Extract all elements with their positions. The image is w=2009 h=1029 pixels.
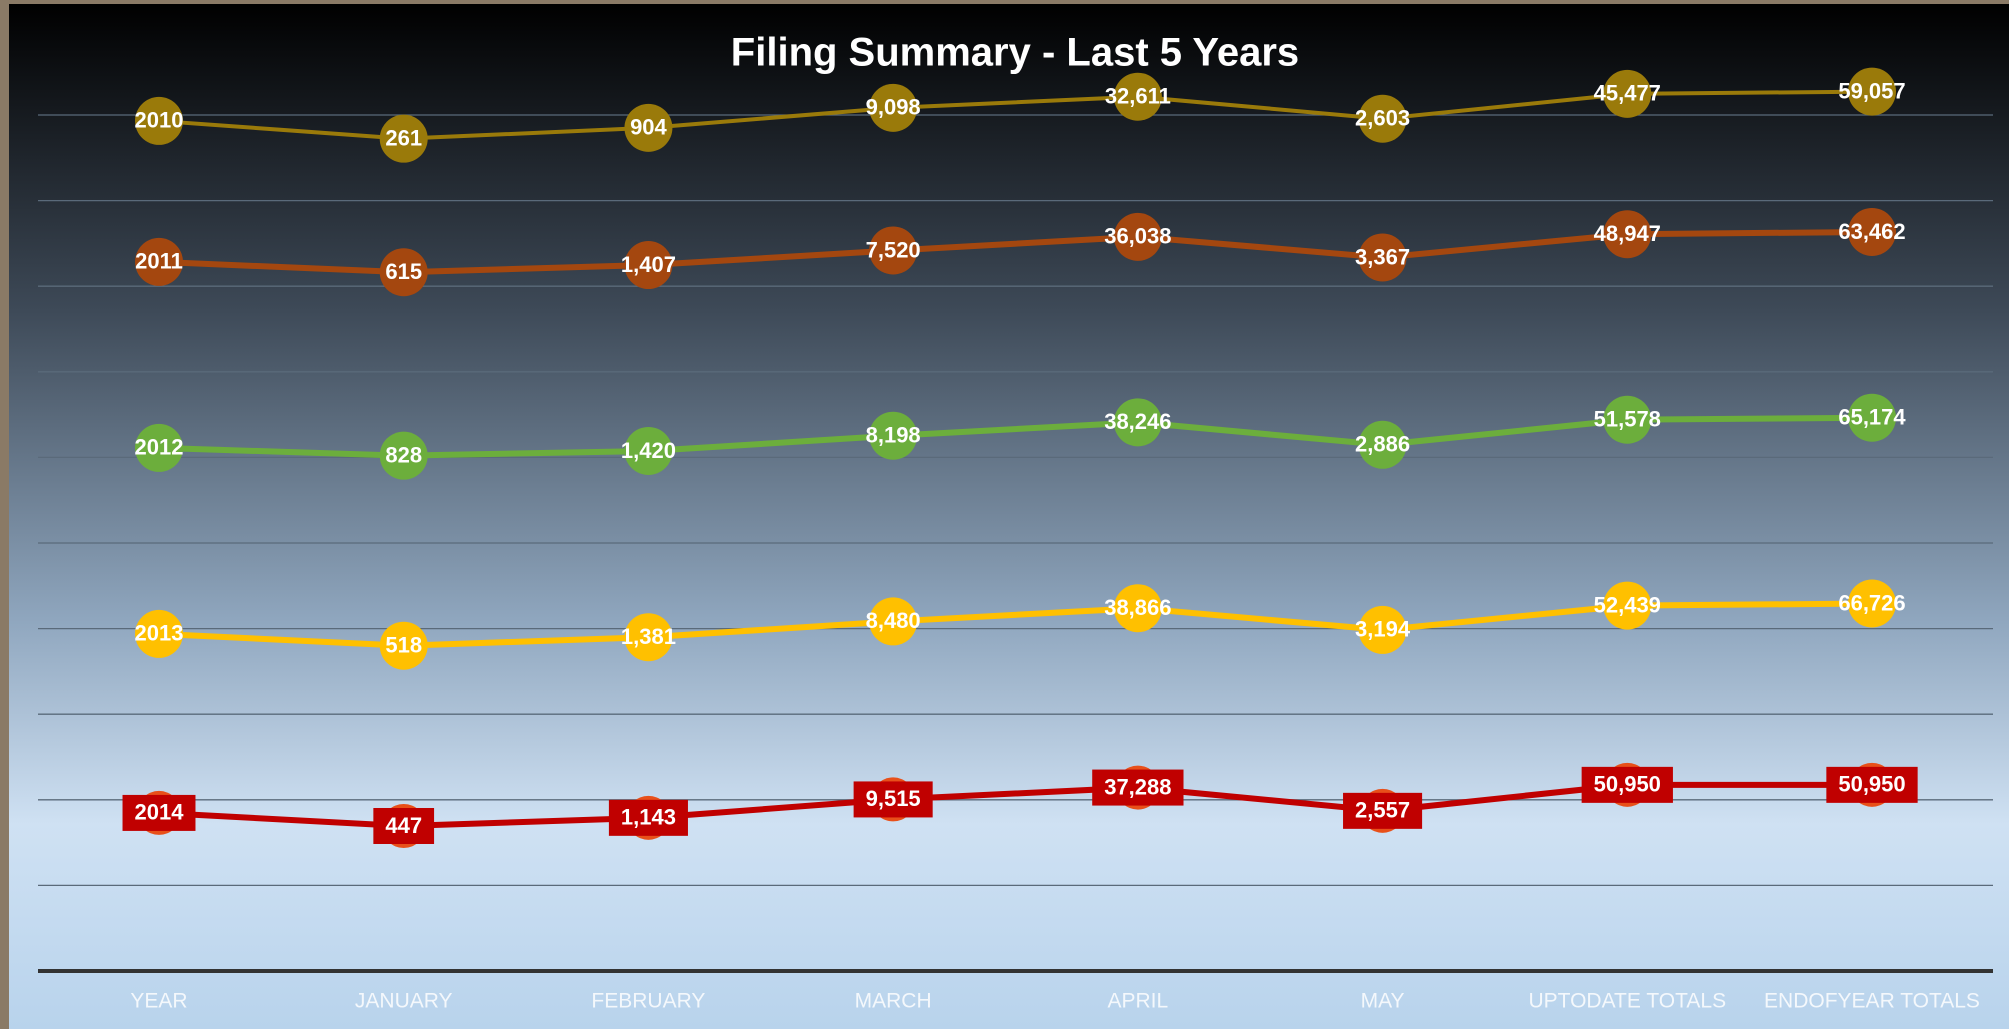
marker <box>624 426 673 475</box>
data-label: 904 <box>630 115 667 140</box>
marker <box>135 423 183 472</box>
data-label: 45,477 <box>1594 81 1661 106</box>
series-line <box>158 228 1873 276</box>
marker <box>624 613 673 662</box>
data-label: 3,194 <box>1355 617 1411 642</box>
marker <box>1848 67 1896 116</box>
marker <box>1603 69 1652 118</box>
marker <box>379 431 428 480</box>
marker <box>135 237 183 286</box>
data-label-box <box>373 807 435 844</box>
series-line <box>158 414 1873 459</box>
marker <box>624 103 673 152</box>
data-label: 2,886 <box>1355 432 1410 457</box>
data-label: 38,246 <box>1104 409 1171 434</box>
x-tick-label: UPTODATE TOTALS <box>1528 990 1726 1013</box>
data-label: 2013 <box>135 621 184 646</box>
data-label: 2011 <box>135 249 183 274</box>
data-label: 51,578 <box>1594 407 1661 432</box>
data-label: 3,367 <box>1355 244 1410 269</box>
x-tick-label: YEAR <box>130 990 187 1013</box>
marker <box>1358 605 1407 654</box>
marker <box>1358 420 1407 469</box>
data-label: 2010 <box>135 108 184 133</box>
data-label: 2,603 <box>1355 106 1410 131</box>
marker <box>624 241 673 290</box>
data-label: 48,947 <box>1594 221 1661 246</box>
data-label: 8,480 <box>866 608 921 633</box>
data-label: 36,038 <box>1104 224 1171 249</box>
data-label: 59,057 <box>1838 78 1905 103</box>
x-tick-label: ENDOFYEAR TOTALS <box>1764 990 1980 1013</box>
data-label: 2012 <box>135 435 184 460</box>
data-label-box <box>122 794 196 831</box>
data-label: 518 <box>385 633 422 658</box>
x-tick-label: APRIL <box>1108 990 1169 1013</box>
marker <box>1358 233 1407 282</box>
data-label: 447 <box>385 813 422 838</box>
marker <box>1848 579 1896 628</box>
data-label: 2014 <box>135 800 185 825</box>
marker <box>869 226 918 275</box>
data-label: 63,462 <box>1838 219 1905 244</box>
marker <box>379 114 428 163</box>
marker <box>1603 581 1652 630</box>
marker <box>869 83 918 132</box>
marker <box>379 248 428 297</box>
data-label: 38,866 <box>1104 595 1171 620</box>
marker <box>1848 393 1896 442</box>
marker <box>1113 398 1162 447</box>
data-label-box <box>1581 766 1673 803</box>
marker <box>379 621 428 670</box>
data-label-box <box>853 781 933 818</box>
data-label: 615 <box>385 259 422 284</box>
data-label: 1,420 <box>621 438 676 463</box>
data-label-box <box>1826 766 1918 803</box>
x-tick-label: JANUARY <box>355 990 453 1013</box>
marker <box>1113 72 1162 121</box>
chart-title: Filing Summary - Last 5 Years <box>731 31 1299 75</box>
x-tick-label: MARCH <box>855 990 932 1013</box>
data-label: 50,950 <box>1594 772 1661 797</box>
x-tick-label: FEBRUARY <box>591 990 705 1013</box>
x-tick-label: MAY <box>1361 990 1405 1013</box>
data-label: 32,611 <box>1105 84 1171 109</box>
data-label: 52,439 <box>1594 592 1661 617</box>
data-label: 261 <box>385 125 422 150</box>
grid <box>38 114 1993 887</box>
data-label-box <box>1092 769 1184 806</box>
data-label: 1,143 <box>621 805 676 830</box>
marker <box>135 609 183 658</box>
data-label-box <box>1343 792 1423 829</box>
data-label-box <box>608 799 688 836</box>
data-label: 7,520 <box>866 237 921 262</box>
data-label: 8,198 <box>866 423 921 448</box>
marker <box>869 411 918 460</box>
series-line <box>158 600 1873 649</box>
marker <box>1848 207 1896 256</box>
marker <box>1603 210 1652 259</box>
marker <box>1603 395 1652 444</box>
marker <box>1358 94 1407 143</box>
data-label: 50,950 <box>1838 772 1905 797</box>
series-line <box>158 89 1873 141</box>
marker <box>1113 212 1162 261</box>
marker <box>135 96 183 145</box>
data-label: 1,381 <box>621 624 676 649</box>
marker <box>869 597 918 646</box>
chart-background <box>9 4 2009 1029</box>
data-label: 1,407 <box>621 252 676 277</box>
marker <box>1113 584 1162 633</box>
data-label: 9,515 <box>866 786 921 811</box>
data-label: 828 <box>385 442 422 467</box>
data-label: 37,288 <box>1104 774 1171 799</box>
data-label: 66,726 <box>1838 590 1905 615</box>
data-label: 65,174 <box>1838 405 1906 430</box>
data-label: 9,098 <box>866 95 921 120</box>
data-label: 2,557 <box>1355 798 1410 823</box>
